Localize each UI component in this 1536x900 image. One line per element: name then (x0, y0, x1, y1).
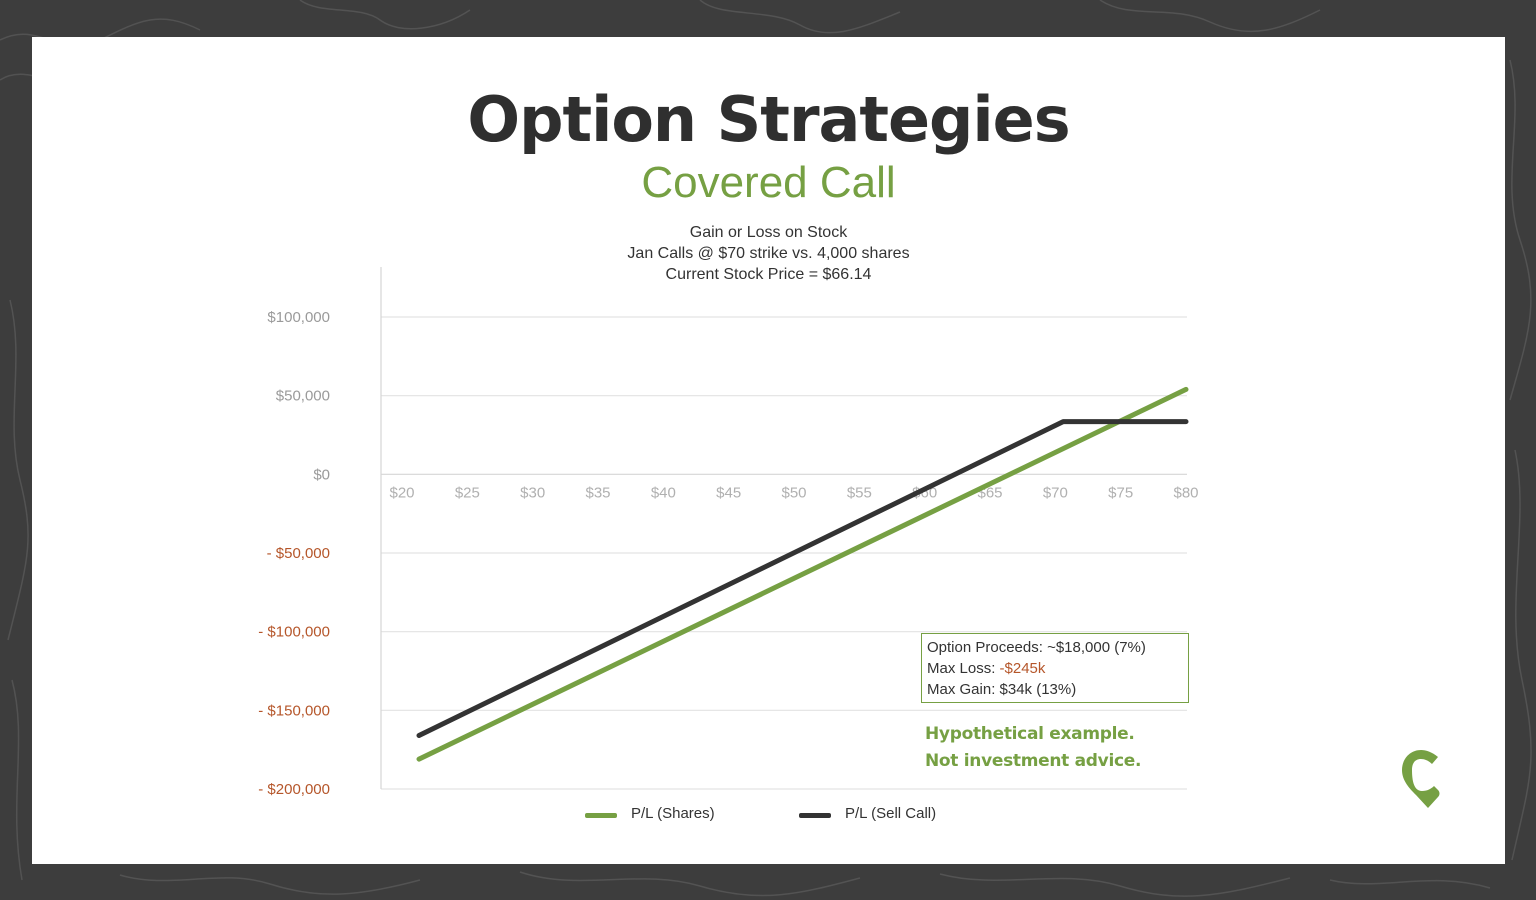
chart-title-line-1: Gain or Loss on Stock (689, 224, 848, 241)
x-tick-label-1: $25 (455, 484, 480, 501)
x-tick-label-3: $35 (585, 484, 610, 501)
chart-title-line-2: Jan Calls @ $70 strike vs. 4,000 shares (627, 245, 910, 262)
content-card: Option Strategies Covered Call Gain or L… (32, 37, 1505, 864)
disclaimer: Hypothetical example. Not investment adv… (925, 721, 1225, 775)
max-gain-text: Max Gain: $34k (13%) (927, 681, 1077, 698)
max-loss-value: -$245k (999, 660, 1046, 677)
x-tick-label-11: $75 (1108, 484, 1133, 501)
x-tick-label-10: $70 (1043, 484, 1068, 501)
series-line-0 (416, 386, 1189, 762)
y-tick-label-1: $50,000 (276, 388, 330, 405)
x-tick-label-0: $20 (389, 484, 414, 501)
y-tick-label-2: $0 (313, 466, 330, 483)
y-tick-label-4: - $100,000 (258, 624, 330, 641)
legend-label-sell-call: P/L (Sell Call) (845, 805, 937, 822)
y-tick-label-6: - $200,000 (258, 781, 330, 798)
legend-swatch-shares (585, 813, 617, 818)
max-loss-line: Max Loss: -$245k (927, 658, 1188, 679)
chart-title-line-3: Current Stock Price = $66.14 (665, 266, 872, 283)
chart-title: Gain or Loss on Stock Jan Calls @ $70 st… (32, 222, 1505, 285)
legend-label-shares: P/L (Shares) (631, 805, 715, 822)
y-tick-label-0: $100,000 (267, 309, 330, 326)
x-tick-label-2: $30 (520, 484, 545, 501)
x-tick-label-6: $50 (781, 484, 806, 501)
x-tick-label-4: $40 (651, 484, 676, 501)
summary-box: Option Proceeds: ~$18,000 (7%) Max Loss:… (921, 633, 1189, 703)
c-pin-logo-icon (1402, 750, 1440, 808)
legend-swatch-sell-call (799, 813, 831, 818)
series-line-1 (416, 419, 1189, 738)
pl-line-chart: $100,000 $50,000 $0 - $50,000 - $100,000 - $1… (258, 267, 1199, 798)
max-loss-label: Max Loss: (927, 660, 1000, 677)
x-tick-label-12: $80 (1173, 484, 1198, 501)
x-tick-label-5: $45 (716, 484, 741, 501)
page-title: Option Strategies (467, 83, 1070, 156)
disclaimer-line-1: Hypothetical example. (925, 724, 1135, 744)
y-tick-label-3: - $50,000 (267, 545, 330, 562)
disclaimer-line-2: Not investment advice. (925, 751, 1142, 771)
page-subtitle: Covered Call (641, 158, 896, 207)
x-tick-label-7: $55 (847, 484, 872, 501)
y-tick-label-5: - $150,000 (258, 702, 330, 719)
option-proceeds-text: Option Proceeds: ~$18,000 (7%) (927, 639, 1146, 656)
